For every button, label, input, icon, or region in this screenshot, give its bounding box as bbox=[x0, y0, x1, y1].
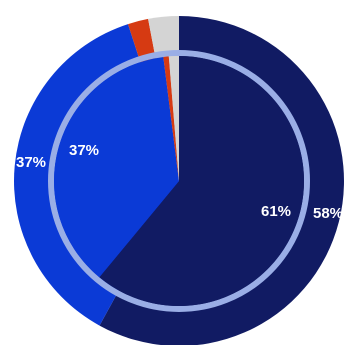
inner-ring-slice-1 bbox=[54, 56, 179, 278]
outer-label-0: 58% bbox=[313, 205, 343, 222]
ring-separator bbox=[48, 50, 310, 312]
slice-labels: 58% 37% 61% 37% bbox=[16, 142, 343, 222]
inner-label-0: 61% bbox=[261, 203, 291, 220]
inner-ring-slice-0 bbox=[99, 56, 305, 306]
inner-ring-slice-2 bbox=[163, 56, 179, 181]
inner-ring bbox=[54, 56, 305, 306]
outer-label-1: 37% bbox=[16, 154, 46, 171]
inner-label-1: 37% bbox=[69, 142, 99, 159]
inner-ring-slice-3 bbox=[168, 56, 179, 181]
